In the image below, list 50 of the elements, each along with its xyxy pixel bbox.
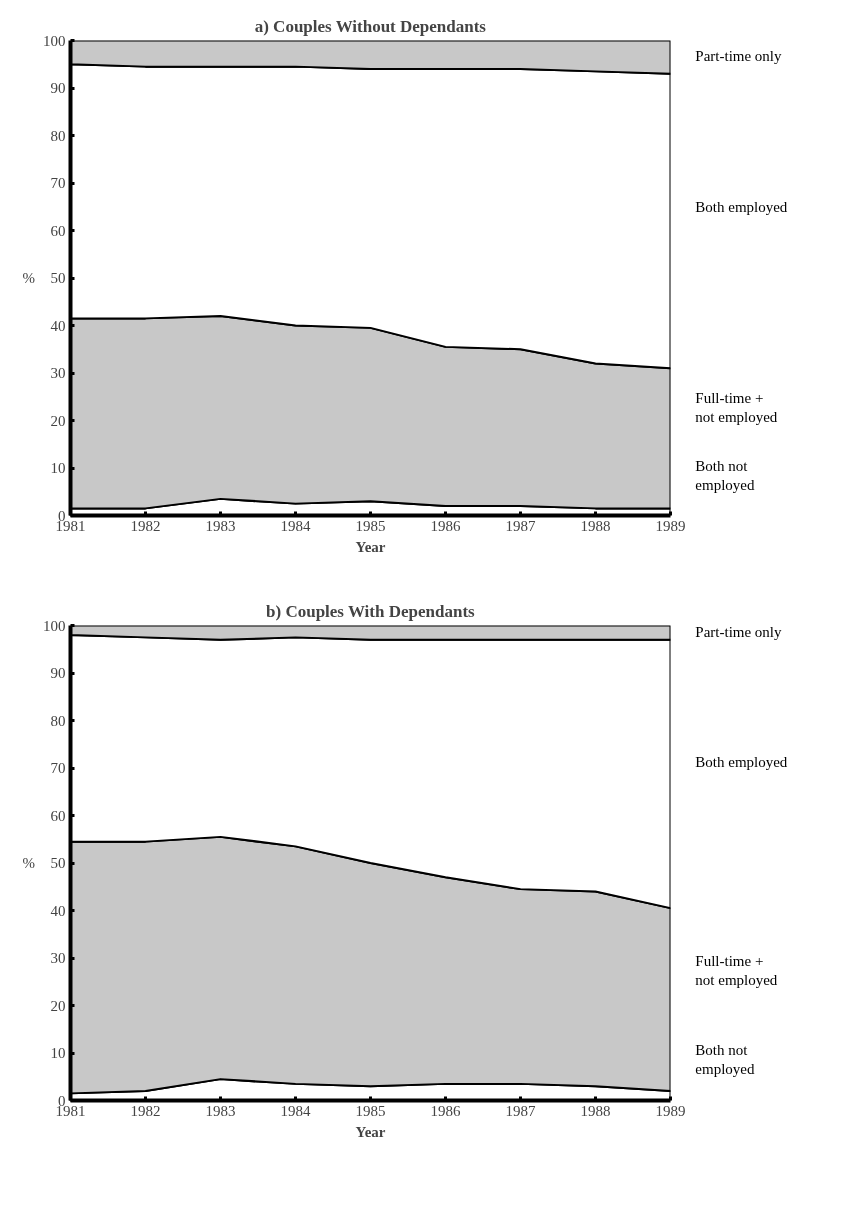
y-axis-title: % [22, 855, 35, 871]
series-label: Both employed [695, 198, 788, 215]
series-label: Part-time only [695, 47, 783, 64]
x-tick-label: 1986 [430, 517, 461, 534]
y-tick-label: 10 [50, 1045, 66, 1061]
x-tick-label: 1988 [580, 1102, 611, 1119]
y-tick-label: 70 [50, 760, 66, 776]
y-tick-label: 60 [50, 807, 66, 824]
y-tick-label: 30 [50, 950, 66, 966]
y-tick-label: 70 [50, 175, 66, 191]
y-tick-label: 40 [50, 317, 66, 334]
y-tick-label: 50 [50, 270, 66, 286]
series-label: Full-time + not employed [695, 952, 778, 989]
series-label: Both not employed [695, 1041, 755, 1077]
series-label: Full-time + not employed [695, 389, 778, 426]
x-tick-label: 1986 [430, 1102, 461, 1119]
x-tick-label: 1987 [505, 1102, 536, 1119]
y-tick-label: 10 [50, 460, 66, 476]
x-tick-label: 1988 [580, 517, 611, 534]
chart-title: a) Couples Without Dependants [254, 16, 487, 36]
chart-title: b) Couples With Dependants [266, 601, 476, 621]
x-tick-label: 1989 [655, 1102, 686, 1119]
x-tick-label: 1982 [130, 517, 161, 534]
x-axis-title: Year [355, 538, 386, 555]
y-tick-label: 40 [50, 902, 66, 919]
y-tick-label: 80 [50, 127, 66, 144]
x-tick-label: 1989 [655, 517, 686, 534]
x-tick-label: 1987 [505, 517, 536, 534]
x-tick-label: 1983 [205, 1102, 236, 1119]
x-tick-label: 1985 [355, 1102, 386, 1119]
y-tick-label: 60 [50, 222, 66, 239]
x-tick-label: 1984 [280, 517, 311, 534]
series-label: Both employed [695, 754, 788, 771]
y-tick-label: 20 [50, 412, 66, 429]
series-label: Both not employed [695, 457, 755, 493]
x-axis-title: Year [355, 1123, 386, 1140]
y-tick-label: 100 [43, 32, 66, 49]
x-tick-label: 1982 [130, 1102, 161, 1119]
x-tick-label: 1984 [280, 1102, 311, 1119]
y-tick-label: 30 [50, 365, 66, 381]
y-tick-label: 100 [43, 617, 66, 634]
y-axis-title: % [22, 270, 35, 286]
series-label: Part-time only [695, 624, 783, 641]
y-tick-label: 50 [50, 855, 66, 871]
y-tick-label: 90 [50, 80, 66, 96]
y-tick-label: 90 [50, 665, 66, 681]
y-tick-label: 80 [50, 712, 66, 729]
y-tick-label: 20 [50, 997, 66, 1014]
x-tick-label: 1983 [205, 517, 236, 534]
x-tick-label: 1985 [355, 517, 386, 534]
